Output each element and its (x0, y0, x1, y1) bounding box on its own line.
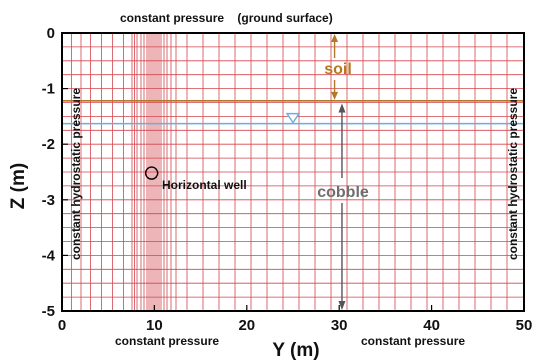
cobble-layer-label: cobble (317, 184, 369, 201)
y-tick-label: 0 (47, 25, 55, 42)
x-axis-title: Y (m) (272, 340, 319, 361)
annotations (144, 34, 346, 310)
well-label: Horizontal well (162, 178, 247, 192)
x-tick-label: 50 (516, 317, 533, 334)
plot-frame (61, 32, 525, 312)
soil-layer-label: soil (324, 61, 352, 78)
water-table-icon (285, 112, 301, 124)
x-tick-label: 0 (58, 317, 66, 334)
cobble-arrow-head-down (338, 301, 346, 310)
right-boundary-label: constant hydrostatic pressure (506, 88, 520, 260)
well-icon (144, 166, 159, 180)
bottom-boundary-label-right: constant pressure (361, 334, 465, 348)
bottom-boundary-label-left: constant pressure (115, 334, 219, 348)
y-tick-label: -1 (42, 81, 55, 98)
axis-ticks: 0 10 20 30 40 50 0 -1 -2 -3 -4 -5 (42, 25, 533, 334)
y-axis-title: Z (m) (8, 163, 29, 209)
y-tick-label: -2 (42, 136, 55, 153)
mesh-grid (62, 33, 524, 311)
top-boundary-label: constant pressure (ground surface) (120, 11, 333, 25)
soil-arrow-head-up (331, 34, 339, 42)
x-tick-label: 30 (331, 317, 348, 334)
left-boundary-label: constant hydrostatic pressure (69, 88, 83, 260)
x-tick-label: 40 (423, 317, 440, 334)
x-tick-label: 20 (238, 317, 255, 334)
cobble-arrow-head-up (338, 103, 346, 113)
soil-arrow-head-down (331, 91, 339, 100)
x-tick-label: 10 (146, 317, 163, 334)
y-tick-label: -4 (42, 247, 56, 264)
y-tick-label: -3 (42, 192, 55, 209)
y-tick-label: -5 (42, 303, 55, 320)
